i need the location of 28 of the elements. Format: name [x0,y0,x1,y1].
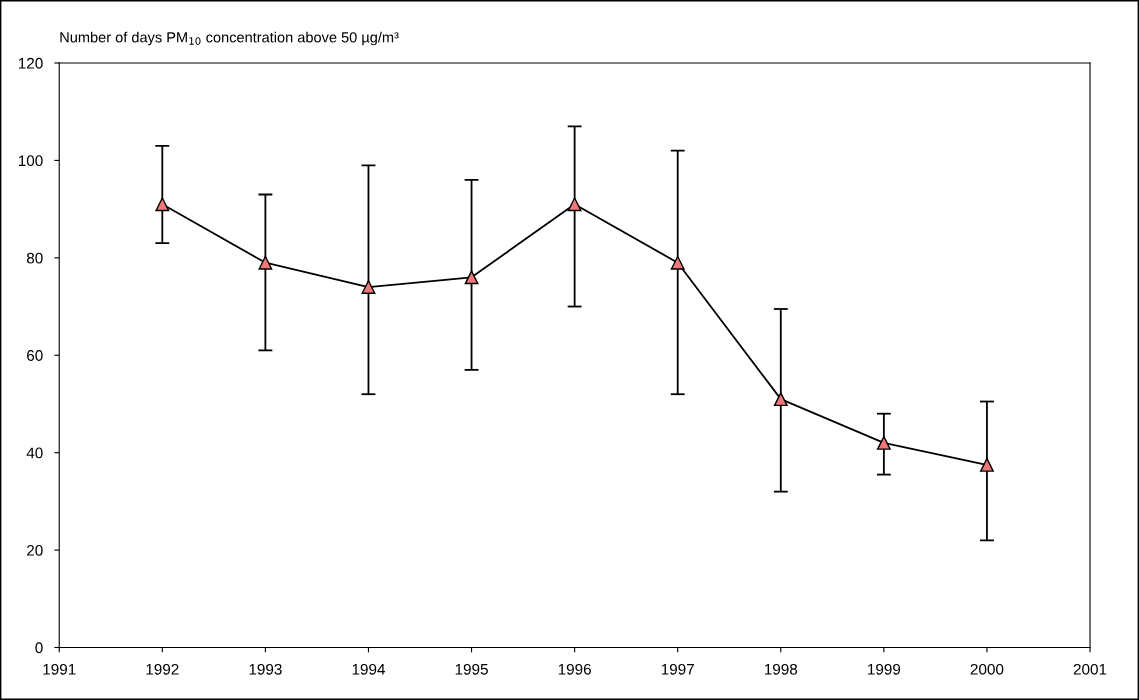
x-tick-label: 1996 [558,663,591,675]
point [567,197,582,212]
x-tick-label: 1997 [661,663,694,675]
x-tick-label: 2000 [970,663,1004,675]
y-tick-label: 120 [18,57,43,69]
point [876,435,891,450]
x-tick-label: 1999 [868,663,901,675]
x-tick-label: 1998 [764,663,798,675]
y-tick-label: 60 [27,350,43,361]
x-tick-label: 1995 [455,663,488,675]
point [258,255,273,270]
x-tick-label: 1993 [249,663,282,675]
point [773,392,788,407]
y-tick-label: 80 [26,252,43,264]
point [155,197,170,212]
y-tick-label: 40 [26,447,43,459]
y-tick-label: 0 [35,642,43,654]
point [670,255,685,270]
x-tick-label: 2001 [1073,663,1107,675]
point [361,280,376,295]
x-tick-label: 1994 [352,663,386,675]
point [979,457,994,472]
chart-title: Number of days PM$_{10}$ concentration above 50 µg/m³ [60,31,399,46]
y-tick-label: 20 [27,544,43,556]
point [464,270,479,285]
x-tick-label: 1991 [43,663,76,675]
x-tick-label: 1992 [146,663,179,675]
y-tick-label: 100 [18,155,43,167]
